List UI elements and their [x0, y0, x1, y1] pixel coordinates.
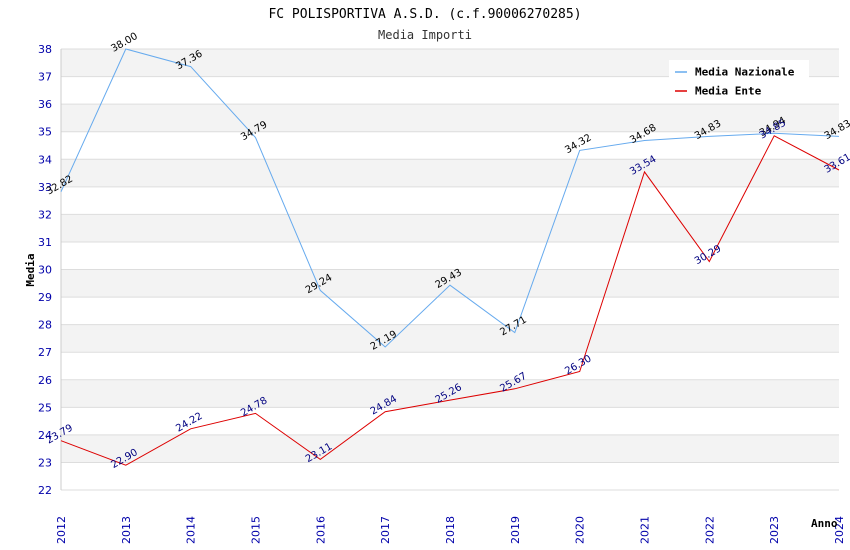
y-tick-label: 32 [38, 208, 52, 221]
y-tick-label: 36 [38, 98, 52, 111]
y-tick-labels: 22 23 24 25 26 27 28 29 30 31 32 33 34 35 36 37 38 [38, 43, 52, 497]
series-line-media-ente [60, 135, 840, 466]
grid-bands [61, 49, 839, 490]
x-tick-label: 2016 [314, 516, 327, 544]
x-axis-label: Anno [811, 517, 838, 530]
legend-box [669, 60, 809, 100]
y-tick-label: 35 [38, 126, 52, 139]
series-lines [60, 48, 840, 466]
x-tick-labels: 2012 2013 2014 2015 2016 2017 2018 2019 2020 2021… [55, 516, 846, 544]
x-tick-label: 2022 [703, 516, 716, 544]
x-tick-label: 2020 [574, 516, 587, 544]
y-tick-label: 25 [38, 401, 52, 414]
x-tick-label: 2017 [379, 516, 392, 544]
grid-band [61, 324, 839, 353]
y-tick-label: 30 [38, 264, 52, 277]
y-tick-label: 34 [38, 153, 52, 166]
chart-title: FC POLISPORTIVA A.S.D. (c.f.90006270285) [268, 7, 581, 22]
x-tick-label: 2015 [250, 516, 263, 544]
y-tick-label: 28 [38, 319, 52, 332]
grid-band [61, 462, 839, 490]
y-tick-label: 24 [38, 429, 52, 442]
grid-band [61, 297, 839, 325]
x-tick-label: 2012 [55, 516, 68, 544]
grid-band [61, 434, 839, 463]
y-tick-label: 31 [38, 236, 52, 249]
y-tick-label: 27 [38, 346, 52, 359]
grid-band [61, 269, 839, 298]
y-tick-label: 22 [38, 484, 52, 497]
legend-label: Media Ente [695, 85, 762, 98]
y-tick-label: 26 [38, 374, 52, 387]
grid-band [61, 214, 839, 242]
y-tick-label: 37 [38, 71, 52, 84]
y-axis-label: Media [24, 253, 37, 286]
y-tick-label: 38 [38, 43, 52, 56]
grid-band [61, 379, 839, 408]
grid-band [61, 159, 839, 187]
grid-band [61, 352, 839, 380]
chart-subtitle: Media Importi [378, 28, 472, 42]
y-tick-label: 33 [38, 181, 52, 194]
x-tick-label: 2021 [639, 516, 652, 544]
y-tick-label: 23 [38, 456, 52, 469]
x-tick-label: 2018 [444, 516, 457, 544]
legend: Media Nazionale Media Ente [669, 60, 809, 100]
y-tick-label: 29 [38, 291, 52, 304]
y-gridlines [60, 48, 839, 491]
x-tick-label: 2014 [185, 516, 198, 544]
x-tick-label: 2023 [768, 516, 781, 544]
x-tick-label: 2019 [509, 516, 522, 544]
grid-band [61, 186, 839, 215]
grid-band [61, 407, 839, 435]
x-tick-label: 2024 [833, 516, 846, 544]
legend-label: Media Nazionale [695, 66, 795, 79]
x-tick-label: 2013 [120, 516, 133, 544]
grid-band [61, 104, 839, 132]
series-line-media-nazionale [60, 48, 840, 348]
grid-band [61, 241, 839, 270]
